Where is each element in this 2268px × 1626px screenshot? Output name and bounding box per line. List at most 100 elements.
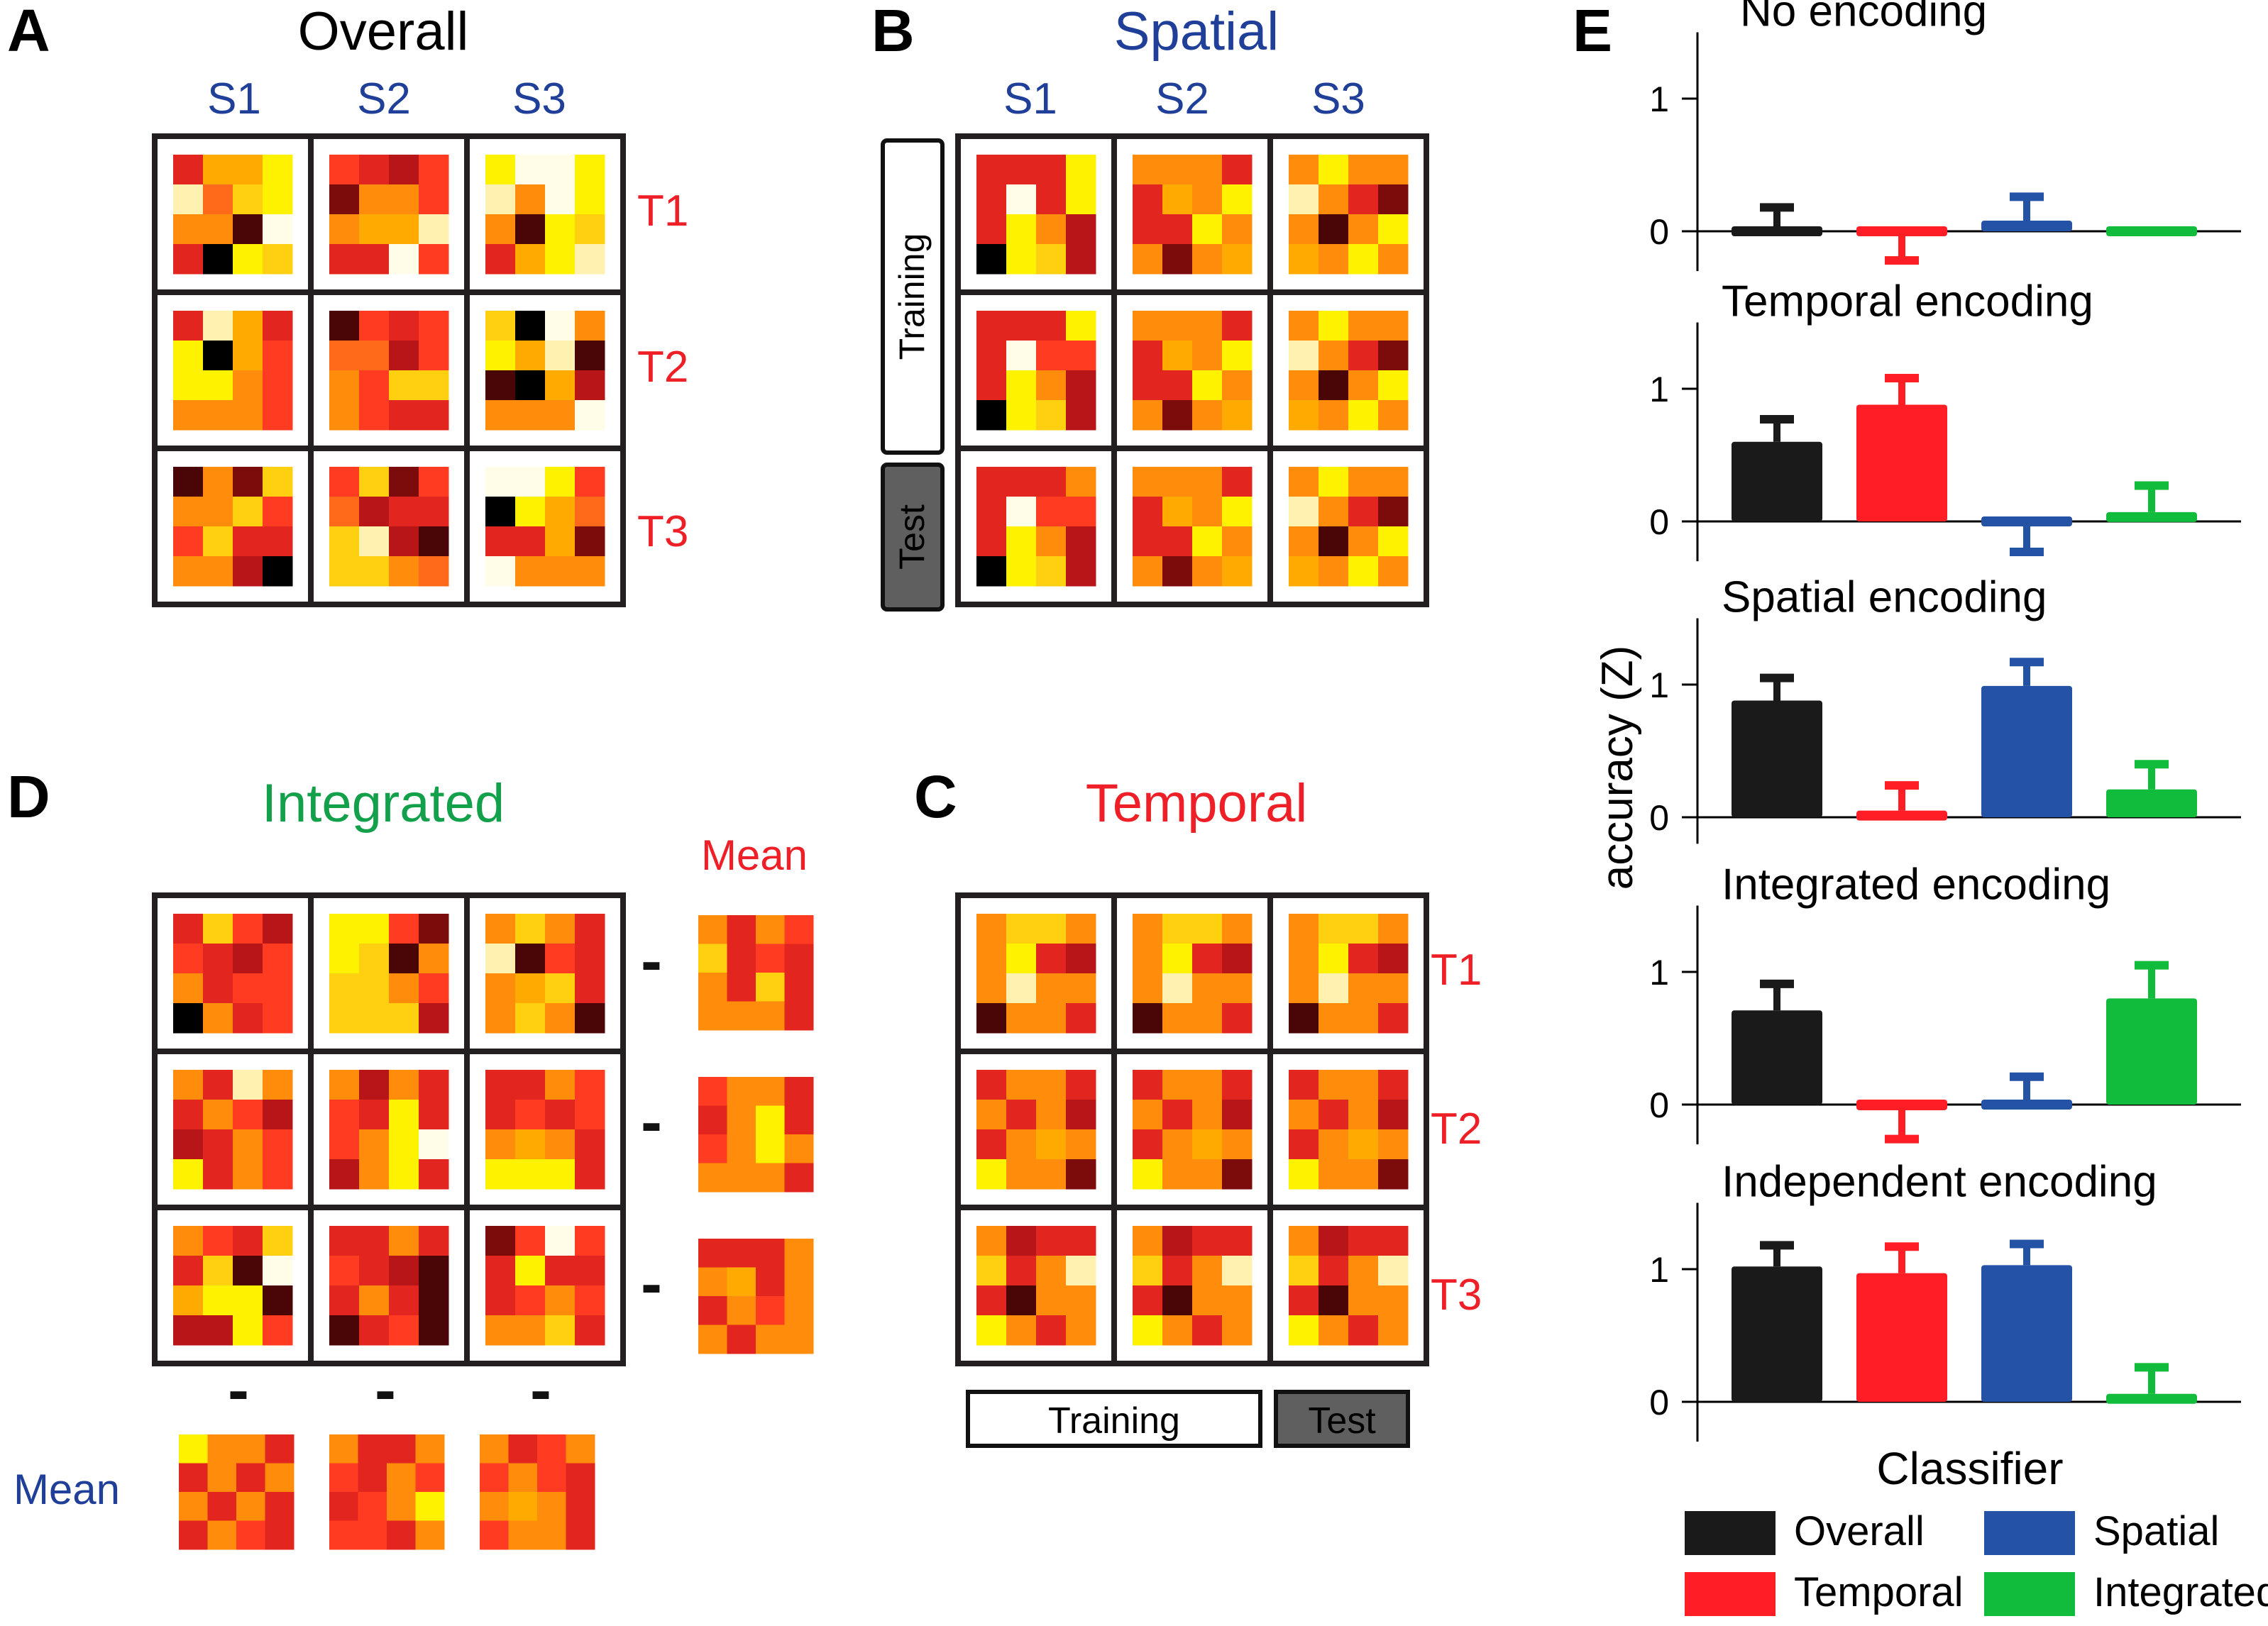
heatmap-cell: [329, 1256, 360, 1286]
heatmap-cell: [1319, 526, 1349, 557]
heatmap-cell: [1162, 341, 1193, 371]
heatmap-cell: [359, 497, 390, 527]
heatmap-cell: [545, 1100, 576, 1130]
heatmap-cell: [976, 1256, 1007, 1286]
heatmap-cell: [545, 400, 576, 431]
heatmap-cell: [537, 1520, 566, 1550]
heatmap-cell: [1192, 526, 1223, 557]
heatmap-cell: [1319, 497, 1349, 527]
heatmap-cell: [203, 341, 233, 371]
heatmap-cell: [203, 944, 233, 974]
heatmap-cell: [1133, 497, 1163, 527]
heatmap-cell: [727, 1296, 756, 1325]
heatmap-cell: [727, 1134, 756, 1163]
heatmap-cell: [545, 155, 576, 185]
heatmap-cell: [485, 1159, 516, 1190]
panel-b-col-s3: S3: [1311, 74, 1365, 123]
heatmap-cell: [784, 1001, 814, 1031]
heatmap-cell: [1222, 1100, 1253, 1130]
heatmap-cell: [727, 1077, 756, 1106]
heatmap-cell: [1222, 184, 1253, 215]
heatmap-cell: [203, 311, 233, 341]
heatmap-cell: [727, 1267, 756, 1297]
heatmap-cell: [359, 244, 390, 275]
heatmap-cell: [575, 400, 605, 431]
heatmap-cell: [389, 1315, 419, 1346]
heatmap-cell: [1036, 214, 1067, 245]
panel-d-minus-col-2: -: [375, 1355, 396, 1426]
heatmap-cell: [515, 1226, 546, 1256]
heatmap-cell: [1319, 370, 1349, 401]
heatmap-cell: [1319, 973, 1349, 1004]
heatmap-cell: [1192, 370, 1223, 401]
heatmap-cell: [359, 1003, 390, 1034]
heatmap-cell: [1066, 467, 1096, 497]
heatmap-cell: [784, 1077, 814, 1106]
heatmap-cell: [1036, 311, 1067, 341]
heatmap-cell: [329, 944, 360, 974]
heatmap-cell: [1222, 1256, 1253, 1286]
heatmap-cell: [1162, 1129, 1193, 1160]
panel-c-row-t3: T3: [1431, 1271, 1482, 1320]
heatmap-cell: [359, 214, 390, 245]
bar-overall: [1732, 441, 1822, 521]
heatmap-cell: [976, 214, 1007, 245]
heatmap-cell: [575, 973, 605, 1004]
panel-d-heatmap: [485, 914, 605, 1034]
heatmap-cell: [179, 1492, 208, 1521]
heatmap-cell: [727, 915, 756, 944]
heatmap-cell: [263, 214, 293, 245]
heatmap-cell: [1378, 1226, 1409, 1256]
heatmap-cell: [1066, 155, 1096, 185]
heatmap-cell: [698, 1077, 727, 1106]
heatmap-cell: [203, 556, 233, 587]
heatmap-cell: [727, 1105, 756, 1135]
heatmap-cell: [203, 1100, 233, 1130]
panel-c-heatmap: [976, 1226, 1096, 1346]
heatmap-cell: [1192, 1100, 1223, 1130]
heatmap-cell: [419, 311, 449, 341]
heatmap-cell: [515, 973, 546, 1004]
heatmap-cell: [784, 1105, 814, 1135]
heatmap-cell: [329, 1129, 360, 1160]
heatmap-cell: [233, 973, 263, 1004]
heatmap-cell: [1036, 973, 1067, 1004]
heatmap-cell: [1133, 341, 1163, 371]
panel-c-heatmap: [1289, 1070, 1409, 1190]
heatmap-cell: [1006, 467, 1037, 497]
heatmap-cell: [508, 1492, 538, 1521]
subplot-4: 0 1 Integrated encoding: [1649, 860, 2241, 1145]
heatmap-cell: [1006, 556, 1037, 587]
heatmap-cell: [756, 944, 785, 973]
heatmap-cell: [1378, 1070, 1409, 1100]
heatmap-cell: [1162, 1159, 1193, 1190]
bar-overall: [1732, 700, 1822, 817]
heatmap-cell: [1348, 341, 1379, 371]
heatmap-cell: [263, 526, 293, 557]
heatmap-cell: [329, 914, 360, 944]
bar-temporal: [1856, 404, 1947, 521]
heatmap-cell: [1378, 944, 1409, 974]
heatmap-cell: [263, 944, 293, 974]
y-tick-label: 0: [1649, 1383, 1669, 1422]
heatmap-cell: [233, 556, 263, 587]
heatmap-cell: [389, 370, 419, 401]
panel-b-heatmap: [976, 155, 1096, 275]
heatmap-cell: [329, 1434, 358, 1464]
heatmap-cell: [1222, 556, 1253, 587]
heatmap-cell: [359, 184, 390, 215]
heatmap-cell: [1192, 1129, 1223, 1160]
heatmap-cell: [515, 244, 546, 275]
heatmap-cell: [1289, 1070, 1319, 1100]
panel-d-heatmap: [329, 914, 449, 1034]
heatmap-cell: [263, 497, 293, 527]
heatmap-cell: [575, 1315, 605, 1346]
heatmap-cell: [173, 244, 204, 275]
heatmap-cell: [173, 1315, 204, 1346]
heatmap-cell: [545, 973, 576, 1004]
panel-c-heatmap: [1289, 1226, 1409, 1346]
panel-c-row-t2: T2: [1431, 1105, 1482, 1154]
heatmap-layer: [152, 133, 1429, 1550]
heatmap-cell: [415, 1434, 445, 1464]
heatmap-cell: [1036, 944, 1067, 974]
